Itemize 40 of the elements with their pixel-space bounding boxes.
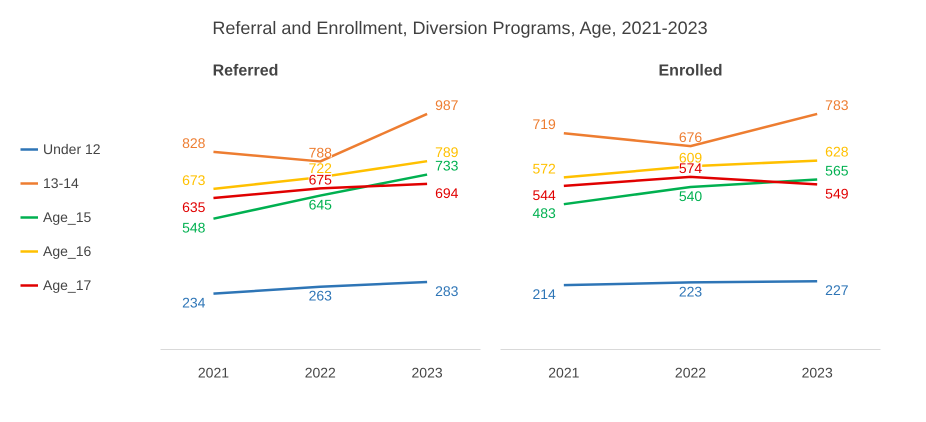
legend-label: Age_16 — [43, 242, 92, 258]
data-label: 483 — [532, 205, 556, 222]
data-label: 544 — [532, 186, 556, 203]
text: Referral and Enrollment, Diversion Programs, Age, 2021-2023 — [212, 18, 708, 38]
data-label: 565 — [825, 162, 849, 179]
x-tick-label: 2022 — [304, 364, 336, 380]
legend-label: 13-14 — [43, 174, 79, 190]
legend-label: Age_17 — [43, 276, 92, 292]
data-label: 223 — [678, 283, 702, 300]
data-label: 694 — [435, 184, 459, 201]
data-label: 214 — [532, 286, 556, 302]
chart-title: Referred — [212, 62, 278, 80]
x-tick-label: 2023 — [412, 364, 443, 380]
data-label: 227 — [825, 282, 849, 298]
data-label: 783 — [825, 96, 849, 113]
data-label: 628 — [825, 144, 849, 160]
x-tick-label: 2021 — [548, 364, 580, 380]
data-label: 828 — [182, 134, 206, 151]
data-label: 733 — [435, 158, 459, 174]
data-label: 283 — [435, 282, 459, 299]
legend-label: Age_15 — [43, 208, 92, 224]
data-label: 788 — [308, 144, 332, 160]
data-label: 540 — [678, 188, 702, 204]
data-label: 635 — [182, 198, 206, 215]
data-label: 549 — [825, 185, 849, 202]
data-label: 645 — [308, 196, 332, 213]
data-label: 234 — [182, 294, 206, 311]
data-label: 548 — [182, 220, 206, 236]
data-label: 263 — [308, 288, 332, 304]
x-tick-label: 2021 — [198, 364, 230, 380]
x-tick-label: 2022 — [674, 364, 706, 380]
legend-label: Under 12 — [43, 140, 101, 156]
data-label: 789 — [435, 144, 459, 160]
data-label: 572 — [532, 160, 556, 176]
x-tick-label: 2023 — [802, 364, 833, 380]
data-label: 673 — [182, 172, 206, 188]
data-label: 719 — [532, 116, 556, 132]
data-label: 676 — [678, 129, 702, 146]
data-label: 987 — [435, 96, 459, 113]
chart-title: Enrolled — [658, 62, 723, 80]
